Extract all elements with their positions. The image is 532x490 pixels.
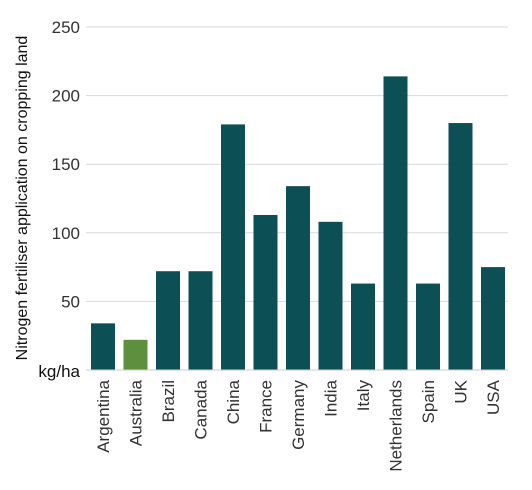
x-tick-label: Canada xyxy=(192,379,211,439)
x-tick-label: Netherlands xyxy=(387,380,406,472)
bar-italy xyxy=(351,283,375,370)
y-axis-unit-label: kg/ha xyxy=(38,362,80,381)
bar-india xyxy=(318,221,343,370)
x-tick-label: Italy xyxy=(354,380,373,412)
bar-canada xyxy=(188,271,213,370)
x-tick-label: USA xyxy=(484,379,503,415)
bar-france xyxy=(253,214,278,370)
y-tick-label: 150 xyxy=(52,155,80,174)
x-tick-label: Argentina xyxy=(94,379,113,452)
x-tick-label: Spain xyxy=(419,380,438,423)
bar-usa xyxy=(481,267,505,370)
y-tick-labels: 50 100 150 200 250 xyxy=(52,18,80,311)
bar-argentina xyxy=(91,323,115,370)
bar-germany xyxy=(286,186,310,370)
x-tick-label: Germany xyxy=(289,380,308,450)
x-tick-label: India xyxy=(322,379,341,416)
bar-netherlands xyxy=(383,76,408,370)
y-tick-label: 50 xyxy=(61,292,80,311)
x-tick-label: Australia xyxy=(127,379,146,446)
bars xyxy=(91,76,505,370)
y-tick-label: 100 xyxy=(52,224,80,243)
x-tick-labels: Argentina Australia Brazil Canada China Franc… xyxy=(94,379,503,471)
x-tick-label: Brazil xyxy=(159,380,178,423)
x-tick-label: China xyxy=(224,379,243,424)
bar-china xyxy=(221,124,245,370)
bar-australia xyxy=(123,339,148,370)
bar-spain xyxy=(416,283,440,370)
y-tick-label: 200 xyxy=(52,87,80,106)
bar-brazil xyxy=(156,271,180,370)
x-tick-label: UK xyxy=(452,379,471,403)
x-tick-label: France xyxy=(257,380,276,433)
bar-uk xyxy=(448,123,473,370)
y-tick-label: 250 xyxy=(52,18,80,37)
y-axis-title: Nitrogen fertiliser application on cropp… xyxy=(14,36,31,361)
